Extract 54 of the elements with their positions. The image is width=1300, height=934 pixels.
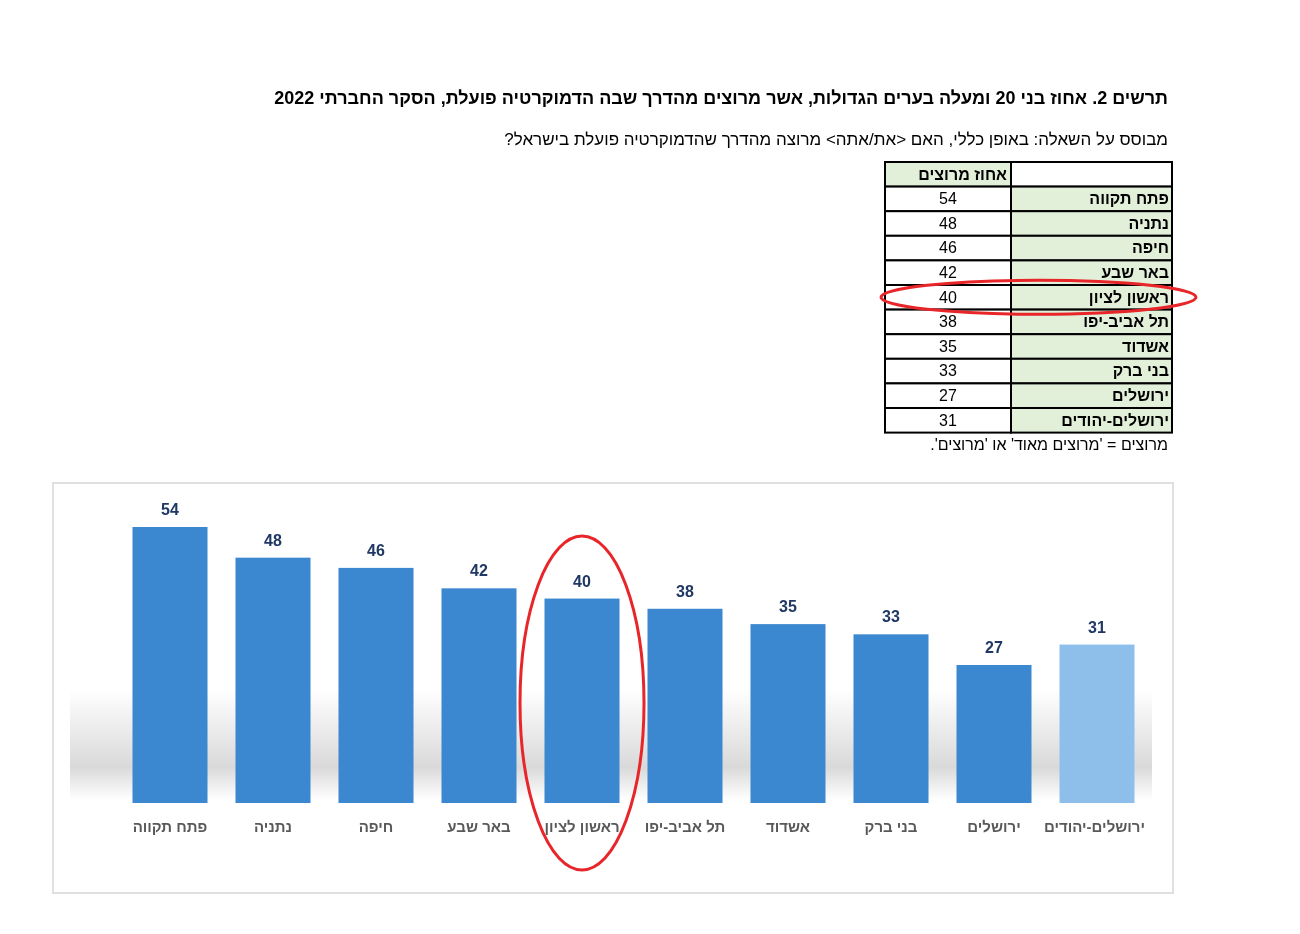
category-label: אשדוד [1122,337,1170,355]
data-label: 35 [939,337,957,355]
data-label: 33 [882,608,900,626]
data-label: 42 [939,264,957,281]
text: אחוז מרוצים [918,165,1008,183]
data-label: 48 [264,531,282,549]
x-tick-label: נתניה [252,817,294,836]
x-tick-label: חיפה [357,817,395,836]
x-tick-label: ירושלים [966,817,1022,836]
x-tick-label: באר שבע [446,817,512,836]
category-label: חיפה [1132,239,1169,257]
data-label: 42 [470,562,488,580]
data-label: 27 [985,639,1003,656]
bar [338,567,414,803]
category-label: באר שבע [1101,264,1169,281]
category-label: ראשון לציון [1088,288,1169,306]
bar [956,665,1032,803]
x-tick-label: ירושלים-יהודים [1043,817,1145,836]
category-label: ירושלים [1112,387,1169,404]
bar [441,588,517,803]
bar [853,634,929,803]
data-label: 48 [939,214,957,232]
data-label: 35 [779,598,797,616]
data-label: 46 [939,239,957,257]
text: תרשים 2. אחוז בני 20 ומעלה בערים הגדולות, אשר מרוצים מהדרך שבה הדמוקרטיה פועלת, הסקר החברתי 2022 [274,88,1168,109]
data-label: 46 [367,541,385,559]
bar [132,527,208,803]
category-label: פתח תקווה [1089,190,1169,208]
category-label: בני ברק [1112,362,1169,380]
x-tick-label: פתח תקווה [131,817,209,836]
data-label: 54 [939,190,957,208]
text: מרוצים = 'מרוצים מאוד' או 'מרוצים'. [930,436,1168,454]
data-label: 38 [676,582,694,600]
x-tick-label: ראשון לציון [543,817,621,836]
category-label: תל אביב-יפו [1083,313,1169,331]
bar [750,624,826,803]
x-tick-label: בני ברק [863,817,919,836]
x-tick-label: תל אביב-יפו [643,817,727,836]
data-label: 31 [939,411,957,429]
data-label: 40 [939,288,957,306]
text: מבוסס על השאלה: באופן כללי, האם <את/אתה> מרוצה מהדרך שהדמוקרטיה פועלת בישראל? [504,130,1168,150]
x-tick-label: אשדוד [765,817,811,836]
bar [1059,644,1135,803]
bar [647,608,723,803]
data-label: 27 [939,387,957,404]
data-label: 33 [939,362,957,380]
category-label: נתניה [1128,214,1169,232]
data-label: 38 [939,313,957,331]
data-label: 31 [1088,618,1106,636]
data-label: 40 [573,572,591,590]
data-label: 54 [161,501,179,518]
bar [544,598,620,803]
category-label: ירושלים-יהודים [1061,411,1169,429]
bar [235,557,311,803]
